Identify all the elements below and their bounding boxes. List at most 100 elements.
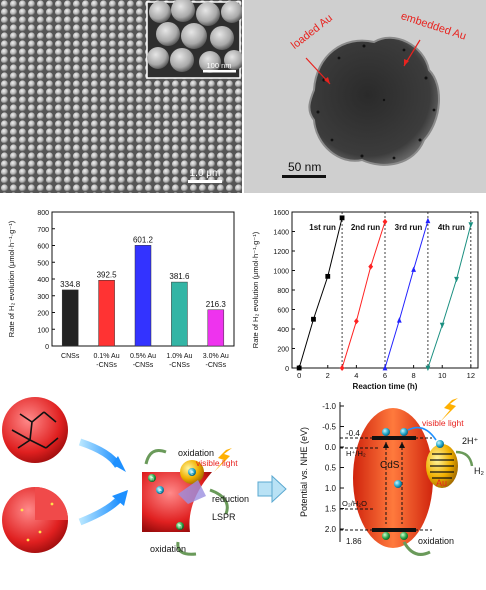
energy-tick-label: -1.0 — [322, 402, 336, 411]
series-point — [382, 365, 388, 371]
arrow-to-surface-2 — [78, 495, 123, 526]
series-line-3 — [427, 224, 472, 369]
line-ytick-label: 1000 — [273, 269, 289, 276]
bar-ytick-label: 200 — [37, 311, 49, 318]
bar-1 — [98, 280, 115, 347]
line-xtick-label: 4 — [354, 371, 358, 380]
series-line-2 — [384, 220, 429, 369]
energy-visible-light-label: visible light — [422, 418, 464, 428]
line-ytick-label: 600 — [277, 308, 289, 315]
energy-tick-label: 1.5 — [325, 505, 337, 514]
line-ylabel: Rate of H₂ evolution (μmol·h⁻¹·g⁻¹) — [251, 231, 260, 348]
reduction-arrow — [209, 488, 229, 515]
bar-ytick-label: 700 — [37, 227, 49, 234]
bar-category-label: 1.0% Au — [166, 353, 192, 360]
svg-text:e: e — [158, 489, 162, 495]
line-ytick-label: 1200 — [273, 249, 289, 256]
cycling-chart: 0 200 400 600 800 1000 1200 1400 1600 0 2 4 6 8 10 12 Re… — [251, 210, 479, 391]
energy-tick-label: 0.0 — [325, 443, 337, 452]
series-point — [325, 273, 331, 279]
energy-diagram: -1.0 -0.5 0.0 0.5 1.0 1.5 2.0 Potential vs. NH… — [299, 398, 484, 556]
bar-category-label: 3.0% Au — [203, 353, 229, 360]
bar-ytick-label: 500 — [37, 260, 49, 267]
series-point — [311, 316, 316, 322]
tem-image-panel: loaded Au embedded Au 50 nm — [244, 0, 486, 193]
series-point — [468, 222, 474, 228]
energy-tick-label: 1.0 — [325, 484, 337, 493]
bar-category-label: -CNSs — [133, 362, 154, 369]
series-line-1 — [341, 221, 386, 369]
run-label: 1st run — [309, 223, 336, 232]
sectioned-sphere — [2, 487, 68, 553]
series-point — [382, 218, 388, 225]
line-xtick-label: 2 — [326, 371, 330, 380]
series-point — [425, 365, 431, 371]
line-ytick-label: 800 — [277, 288, 289, 295]
lspr-label: LSPR — [212, 512, 236, 522]
bar-category-label: CNSs — [61, 353, 80, 360]
energy-oxidation-arrow — [402, 541, 431, 556]
series-point — [353, 318, 359, 325]
run-label: 2nd run — [351, 223, 380, 232]
bar-value-label: 601.2 — [133, 235, 154, 244]
energy-tick-label: 2.0 — [325, 525, 337, 534]
line-xlabel: Reaction time (h) — [353, 382, 418, 391]
tem-scale-bar — [282, 175, 326, 178]
run-label: 4th run — [438, 223, 465, 232]
oxidation-top-label: oxidation — [178, 448, 214, 458]
oxidation-bottom-label: oxidation — [150, 544, 186, 554]
sem-micrograph: 100 nm 1.0 μm — [0, 0, 242, 193]
energy-tick-label: 0.5 — [325, 464, 337, 473]
energy-axis-label: Potential vs. NHE (eV) — [299, 427, 309, 517]
sem-image-panel: 100 nm 1.0 μm — [0, 0, 242, 193]
au-label: Au — [436, 478, 447, 488]
bar-2 — [134, 245, 152, 347]
vb-value: 1.86 — [346, 537, 362, 546]
bar-value-label: 216.3 — [206, 300, 227, 309]
tem-particle — [308, 36, 440, 166]
bar-category-label: -CNSs — [205, 362, 226, 369]
visible-light-label: visible light — [196, 458, 238, 468]
series-point — [296, 365, 302, 371]
surface-mechanism: e e h h visible light oxidation reductio… — [142, 448, 249, 556]
series-point — [439, 322, 445, 329]
electron-icon — [156, 486, 164, 494]
tem-micrograph: loaded Au embedded Au 50 nm — [244, 0, 486, 193]
sem-inset-scale-label: 100 nm — [206, 61, 231, 70]
line-chart-panel: 0 200 400 600 800 1000 1200 1400 1600 0 2 4 6 8 10 12 Re… — [246, 196, 486, 392]
energy-oxidation-label: oxidation — [418, 536, 454, 546]
bar-ytick-label: 800 — [37, 210, 49, 217]
bar-4 — [207, 309, 225, 347]
bar-chart: 0 100 200 300 400 500 600 700 800 Rate of H₂ evol… — [7, 210, 235, 369]
bar-ytick-label: 300 — [37, 294, 49, 301]
bar-value-label: 334.8 — [60, 280, 81, 289]
h-plus-label: 2H⁺ — [462, 436, 479, 446]
sem-scale-label: 1.0 μm — [190, 168, 221, 179]
bar-ytick-label: 0 — [45, 344, 49, 351]
reduction-label: reduction — [212, 494, 249, 504]
line-xtick-label: 10 — [438, 371, 446, 380]
h2-label: H₂ — [474, 466, 484, 476]
line-ytick-label: 400 — [277, 327, 289, 334]
bar-chart-panel: 0 100 200 300 400 500 600 700 800 Rate of H₂ evol… — [0, 196, 244, 392]
series-point — [339, 365, 345, 371]
o-couple-label: O₂/H₂O — [342, 499, 367, 508]
series-point — [396, 317, 402, 323]
mechanism-scheme: e e h h visible light oxidation reductio… — [2, 397, 484, 556]
series-point — [454, 276, 459, 283]
hole-icon — [148, 474, 156, 482]
bar-0 — [61, 289, 79, 347]
line-xtick-label: 6 — [383, 371, 387, 380]
oxidation-arrow-bottom — [176, 541, 197, 556]
line-ytick-label: 200 — [277, 347, 289, 354]
bar-category-label: -CNSs — [96, 362, 117, 369]
bar-value-label: 392.5 — [97, 270, 118, 279]
line-ytick-label: 1600 — [273, 210, 289, 217]
bar-category-label: 0.1% Au — [94, 353, 120, 360]
arrow-to-surface-1 — [78, 438, 122, 468]
series-point — [339, 215, 345, 221]
svg-text:h: h — [178, 525, 181, 531]
svg-text:e: e — [190, 471, 194, 477]
bar-3 — [171, 281, 188, 347]
bar-category-label: 0.5% Au — [130, 353, 156, 360]
